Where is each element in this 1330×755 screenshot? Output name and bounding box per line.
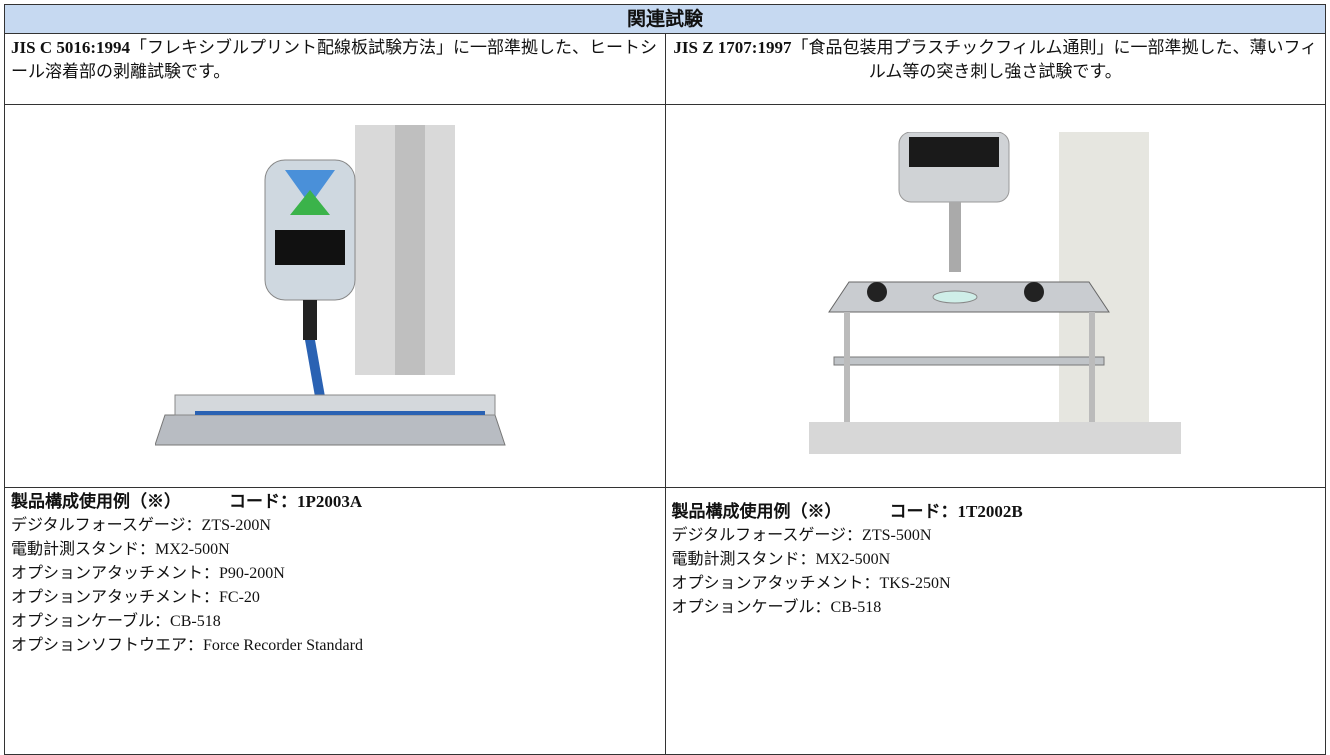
product-title: 製品構成使用例（※）	[671, 502, 842, 521]
test-description: JIS C 5016:1994「フレキシブルプリント配線板試験方法」に一部準拠し…	[4, 33, 666, 105]
product-item: デジタルフォースゲージ：ZTS-500N	[671, 527, 932, 544]
product-code: コード：1P2003A	[229, 492, 363, 511]
product-item: デジタルフォースゲージ：ZTS-200N	[11, 517, 271, 534]
product-cell: 製品構成使用例（※） コード：1P2003A デジタルフォースゲージ：ZTS-20…	[4, 487, 666, 755]
table-title: 関連試験	[4, 4, 1326, 34]
product-item: 電動計測スタンド：MX2-500N	[671, 551, 891, 568]
related-tests-table: 関連試験 JIS C 5016:1994「フレキシブルプリント配線板試験方法」に…	[4, 4, 1326, 755]
test-description: JIS Z 1707:1997「食品包装用プラスチックフィルム通則」に一部準拠し…	[664, 33, 1326, 105]
product-item: オプションケーブル：CB-518	[11, 613, 221, 630]
description: 「フレキシブルプリント配線板試験方法」に一部準拠した、ヒートシール溶着部の剥離試…	[11, 38, 658, 81]
product-items: デジタルフォースゲージ：ZTS-200N 電動計測スタンド：MX2-500N オプシ…	[11, 514, 659, 658]
product-item: オプションアタッチメント：FC-20	[11, 589, 260, 606]
peel-test-photo	[154, 124, 515, 461]
product-item: オプションソフトウエア：Force Recorder Standard	[11, 637, 363, 654]
product-item: オプションアタッチメント：P90-200N	[11, 565, 285, 582]
image-cell	[664, 104, 1326, 488]
product-code: コード：1T2002B	[889, 502, 1023, 521]
image-cell	[4, 104, 666, 488]
product-item: オプションアタッチメント：TKS-250N	[671, 575, 951, 592]
puncture-test-photo	[809, 131, 1182, 454]
standard: JIS C 5016:1994	[11, 38, 131, 57]
product-item: オプションケーブル：CB-518	[671, 599, 882, 616]
description: 「食品包装用プラスチックフィルム通則」に一部準拠した、薄いフィルム等の突き刺し強…	[791, 38, 1318, 81]
product-title: 製品構成使用例（※）	[11, 492, 181, 511]
product-cell: 製品構成使用例（※） コード：1T2002B デジタルフォースゲージ：ZTS-50…	[664, 487, 1326, 755]
product-items: デジタルフォースゲージ：ZTS-500N 電動計測スタンド：MX2-500N オプシ…	[672, 524, 1320, 620]
standard: JIS Z 1707:1997	[673, 38, 792, 57]
product-item: 電動計測スタンド：MX2-500N	[11, 541, 230, 558]
